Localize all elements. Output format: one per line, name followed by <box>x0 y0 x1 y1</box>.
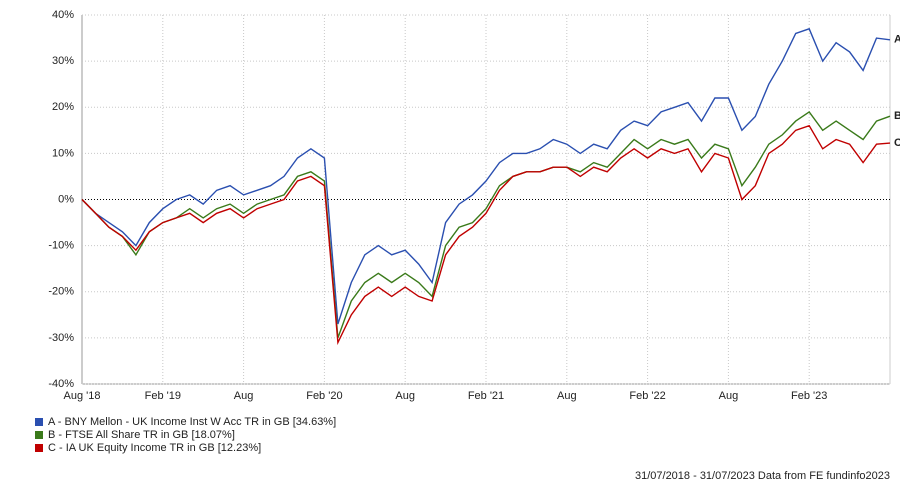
legend-label: A - BNY Mellon - UK Income Inst W Acc TR… <box>48 416 336 428</box>
x-tick-label: Feb '19 <box>145 390 181 402</box>
y-tick-label: -10% <box>48 240 74 252</box>
y-tick-label: 30% <box>52 55 74 67</box>
series-line <box>81 124 891 346</box>
series-line <box>81 110 891 339</box>
x-tick-label: Feb '23 <box>791 390 827 402</box>
series-end-label: A <box>894 34 900 46</box>
x-tick-label: Aug <box>557 390 577 402</box>
y-tick-label: -30% <box>48 332 74 344</box>
x-tick-label: Feb '21 <box>468 390 504 402</box>
series-end-label: B <box>894 110 900 122</box>
legend-swatch <box>35 418 43 426</box>
x-tick-label: Aug <box>234 390 254 402</box>
legend-label: B - FTSE All Share TR in GB [18.07%] <box>48 429 235 441</box>
series-end-label: C <box>894 137 900 149</box>
x-tick-label: Aug <box>395 390 415 402</box>
y-tick-label: 20% <box>52 101 74 113</box>
y-tick-label: 10% <box>52 147 74 159</box>
legend-swatch <box>35 431 43 439</box>
x-tick-label: Aug '18 <box>64 390 101 402</box>
y-tick-label: -20% <box>48 286 74 298</box>
legend-swatch <box>35 444 43 452</box>
x-tick-label: Aug <box>719 390 739 402</box>
y-tick-label: 0% <box>58 193 74 205</box>
series-line <box>81 27 891 325</box>
x-tick-label: Feb '20 <box>306 390 342 402</box>
legend-label: C - IA UK Equity Income TR in GB [12.23%… <box>48 442 261 454</box>
footnote: 31/07/2018 - 31/07/2023 Data from FE fun… <box>635 470 890 482</box>
y-tick-label: 40% <box>52 9 74 21</box>
x-tick-label: Feb '22 <box>629 390 665 402</box>
y-tick-label: -40% <box>48 378 74 390</box>
